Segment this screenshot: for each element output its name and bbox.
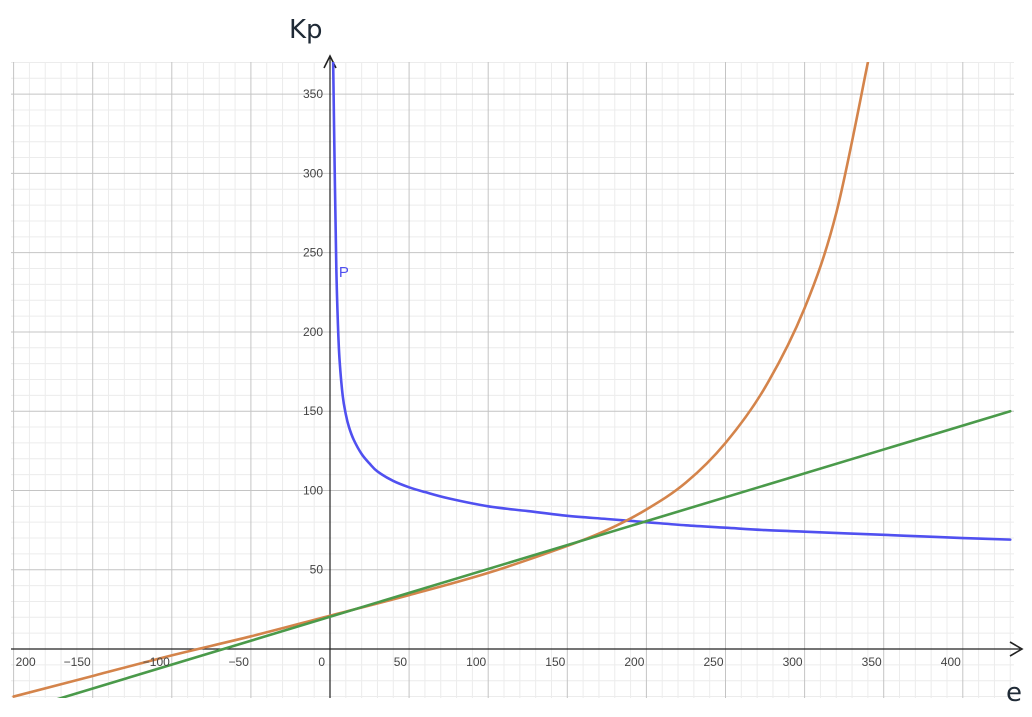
- y-tick-label: 150: [303, 404, 323, 418]
- x-tick-label: −100: [143, 655, 170, 669]
- y-tick-label: 100: [303, 483, 323, 497]
- minor-grid: [11, 61, 1014, 698]
- y-tick-label: 250: [303, 246, 323, 260]
- y-tick-label: 50: [310, 563, 324, 577]
- series-group: [12, 62, 1012, 698]
- x-tick-labels: 200 −150 −100 −50 0 50 100 150 200 250 300 350 400: [16, 655, 962, 669]
- x-tick-label: 0: [318, 655, 325, 669]
- x-tick-label: 200: [16, 655, 36, 669]
- series-line-1: [331, 62, 1012, 541]
- x-tick-label: 200: [624, 655, 644, 669]
- x-tick-label: 350: [862, 655, 882, 669]
- y-tick-label: 200: [303, 325, 323, 339]
- point-markers: P: [339, 264, 349, 281]
- y-axis-title: Kp: [289, 15, 323, 45]
- series-line-3: [56, 409, 1012, 698]
- x-tick-label: 300: [783, 655, 803, 669]
- y-tick-label: 350: [303, 87, 323, 101]
- x-axis-arrow: [1009, 641, 1024, 657]
- axes: [11, 54, 1024, 698]
- x-tick-label: −150: [64, 655, 91, 669]
- y-tick-labels: 50 100 150 200 250 300 350: [303, 87, 323, 577]
- x-axis-title: e: [1006, 678, 1022, 708]
- x-tick-label: 250: [703, 655, 723, 669]
- major-grid: [11, 62, 1014, 698]
- x-tick-label: 150: [545, 655, 565, 669]
- x-tick-label: 100: [466, 655, 486, 669]
- point-label: P: [339, 264, 349, 281]
- x-tick-label: 400: [941, 655, 961, 669]
- y-tick-label: 300: [303, 166, 323, 180]
- x-tick-label: 50: [394, 655, 408, 669]
- x-tick-label: −50: [229, 655, 250, 669]
